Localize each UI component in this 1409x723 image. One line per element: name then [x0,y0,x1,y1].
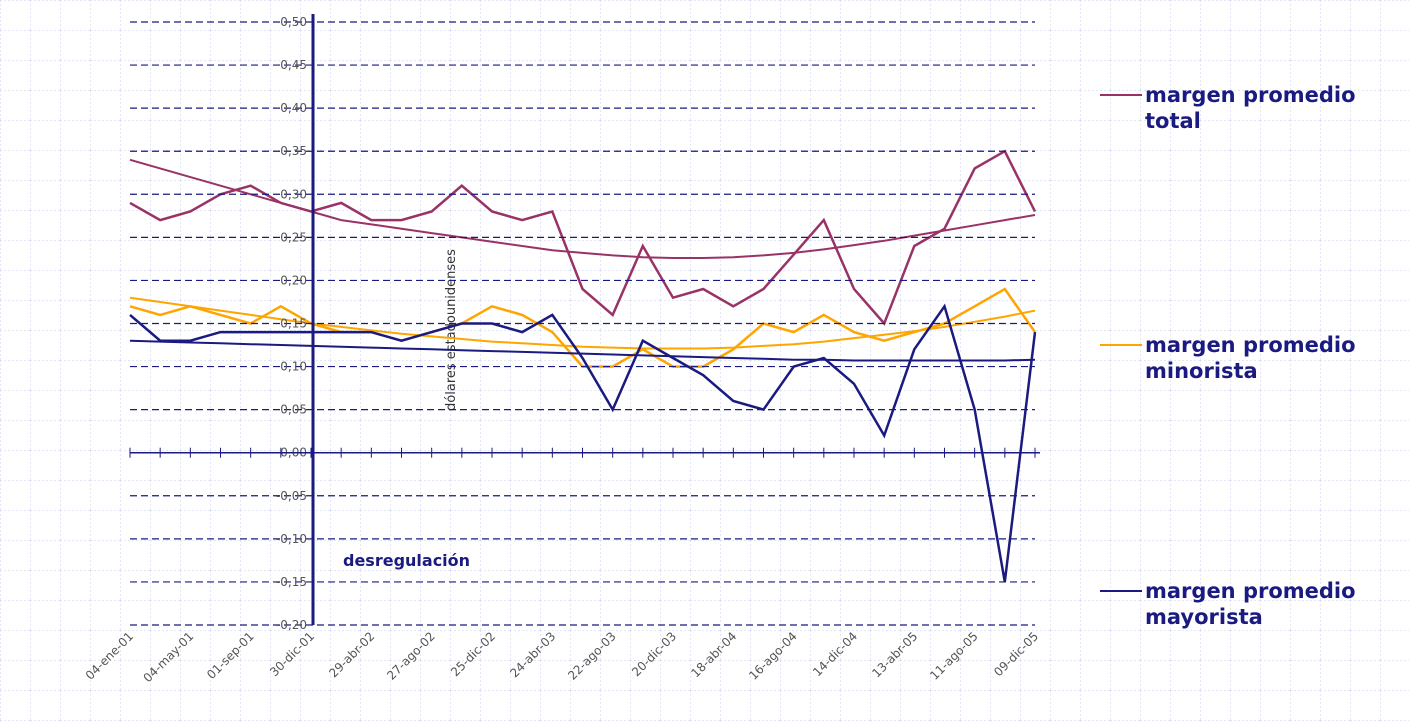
y-tick-label: 0,40 [280,101,307,115]
y-tick-label: 0,45 [280,58,307,72]
trend-line [129,339,1036,362]
y-tick-label: 0,30 [280,187,307,201]
series-line [129,303,1037,583]
legend-label: margen promedio minorista [1145,333,1356,383]
y-axis-label: dólares estadounidenses [444,249,459,411]
y-tick-label: 0,10 [280,360,307,374]
y-tick-label: -0,05 [276,489,307,503]
y-tick-label: 0,35 [280,144,307,158]
legend-label: margen promedio mayorista [1145,579,1356,629]
y-tick-label: -0,20 [276,618,307,632]
y-tick-label: -0,10 [276,532,307,546]
y-tick-label: 0,20 [280,273,307,287]
y-tick-label: -0,15 [276,575,307,589]
annotation: desregulación [343,551,470,570]
trend-line [129,296,1036,350]
y-tick-label: 0,25 [280,230,307,244]
y-tick-label: 0,05 [280,403,307,417]
y-tick-label: 0,50 [280,15,307,29]
y-tick-label: 0,15 [280,317,307,331]
legend-label: margen promedio total [1145,83,1356,133]
